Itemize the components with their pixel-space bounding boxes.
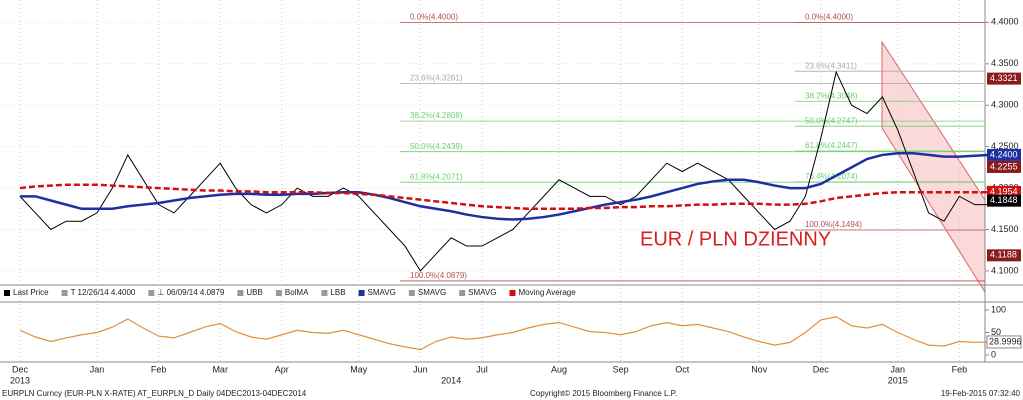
legend-swatch (61, 290, 68, 296)
x-tick-label: Jul (476, 364, 488, 374)
legend-label: Last Price (13, 288, 49, 297)
legend-label: SMAVG (418, 288, 446, 297)
y-tick-label: 4.3000 (991, 100, 1019, 110)
legend-label: T 12/26/14 4.4000 (71, 288, 136, 297)
series-line (19, 70, 991, 272)
footer-right: 19-Feb-2015 07:32:40 (941, 389, 1021, 398)
year-label: 2013 (10, 375, 30, 385)
x-tick-label: Aug (551, 364, 567, 374)
legend-label: Moving Average (518, 288, 576, 297)
fib-label: 61.8%(4.2071) (410, 172, 463, 181)
rsi-value-label: 28.9996 (989, 336, 1022, 346)
fib-label: 0.0%(4.4000) (410, 12, 458, 21)
x-tick-label: Dec (813, 364, 830, 374)
fib-label: 100.0%(4.0879) (410, 271, 467, 280)
value-label: 4.3321 (990, 73, 1018, 83)
y-tick-label: 4.1500 (991, 224, 1019, 234)
y-tick-label: 4.2500 (991, 141, 1019, 151)
x-tick-label: May (350, 364, 368, 374)
value-label: 4.1188 (990, 250, 1017, 260)
x-tick-label: Jan (90, 364, 105, 374)
year-label: 2015 (888, 375, 908, 385)
x-tick-label: Oct (675, 364, 690, 374)
legend-label: SMAVG (368, 288, 396, 297)
value-label: 4.1848 (990, 195, 1018, 205)
x-tick-label: Dec (12, 364, 29, 374)
fib-label: 61.8%(4.2447) (805, 141, 858, 150)
legend-swatch (509, 290, 516, 296)
y-tick-label: 4.3500 (991, 58, 1019, 68)
value-label-box (987, 148, 1021, 161)
value-label-box (987, 194, 1021, 207)
legend-swatch (459, 290, 466, 296)
legend-swatch (4, 290, 10, 296)
x-tick-label: Jun (413, 364, 428, 374)
legend-label: BolMA (285, 288, 309, 297)
rsi-tick-label: 0 (991, 349, 996, 359)
legend-swatch (237, 290, 244, 296)
fib-label: 38.2%(4.2808) (410, 111, 463, 120)
fib-label: 100.0%(4.1494) (805, 220, 862, 229)
legend-swatch (148, 290, 155, 296)
legend-swatch (321, 290, 328, 296)
value-label: 4.1954 (990, 186, 1018, 196)
footer-left: EURPLN Curncy (EUR-PLN X-RATE) AT_EURPLN… (2, 389, 307, 398)
value-label: 4.2255 (990, 161, 1018, 171)
x-tick-label: Nov (751, 364, 768, 374)
rsi-line (19, 316, 991, 351)
x-tick-label: Apr (275, 364, 289, 374)
legend-swatch (358, 290, 365, 296)
legend-label: UBB (246, 288, 262, 297)
fib-label: 50.0%(4.2747) (805, 116, 858, 125)
legend-label: SMAVG (468, 288, 496, 297)
fib-label: 38.2%(4.3048) (805, 91, 858, 100)
legend-label: LBB (330, 288, 345, 297)
series-line (20, 152, 991, 221)
rsi-tick-label: 50 (991, 327, 1001, 337)
y-tick-label: 4.4000 (991, 17, 1019, 27)
value-label: 4.2400 (990, 149, 1018, 159)
annotation: EUR / PLN DZIENNY (640, 228, 831, 250)
year-label: 2014 (441, 375, 461, 385)
rsi-tick-label: 100 (991, 304, 1006, 314)
fib-label: 50.0%(4.2439) (410, 142, 463, 151)
series-line (19, 183, 991, 211)
fib-label: 23.6%(4.3411) (805, 61, 857, 70)
x-tick-label: Jan (891, 364, 906, 374)
fib-label: 0.0%(4.4000) (805, 12, 853, 21)
fib-label: 76.4%(4.2074) (805, 172, 858, 181)
y-tick-label: 4.1000 (991, 265, 1019, 275)
footer-center: Copyright© 2015 Bloomberg Finance L.P. (530, 389, 677, 398)
legend-swatch (408, 290, 415, 296)
value-label-box (987, 160, 1021, 173)
legend-swatch (275, 290, 282, 296)
x-tick-label: Sep (613, 364, 629, 374)
value-label-box (987, 249, 1021, 262)
rsi-value-box (986, 335, 1022, 349)
fib-label: 23.6%(4.3261) (410, 74, 463, 83)
legend-label: ⊥ 06/09/14 4.0879 (157, 288, 225, 297)
x-tick-label: Feb (952, 364, 968, 374)
value-label-box (987, 72, 1021, 85)
x-tick-label: Mar (212, 364, 228, 374)
x-tick-label: Feb (151, 364, 167, 374)
